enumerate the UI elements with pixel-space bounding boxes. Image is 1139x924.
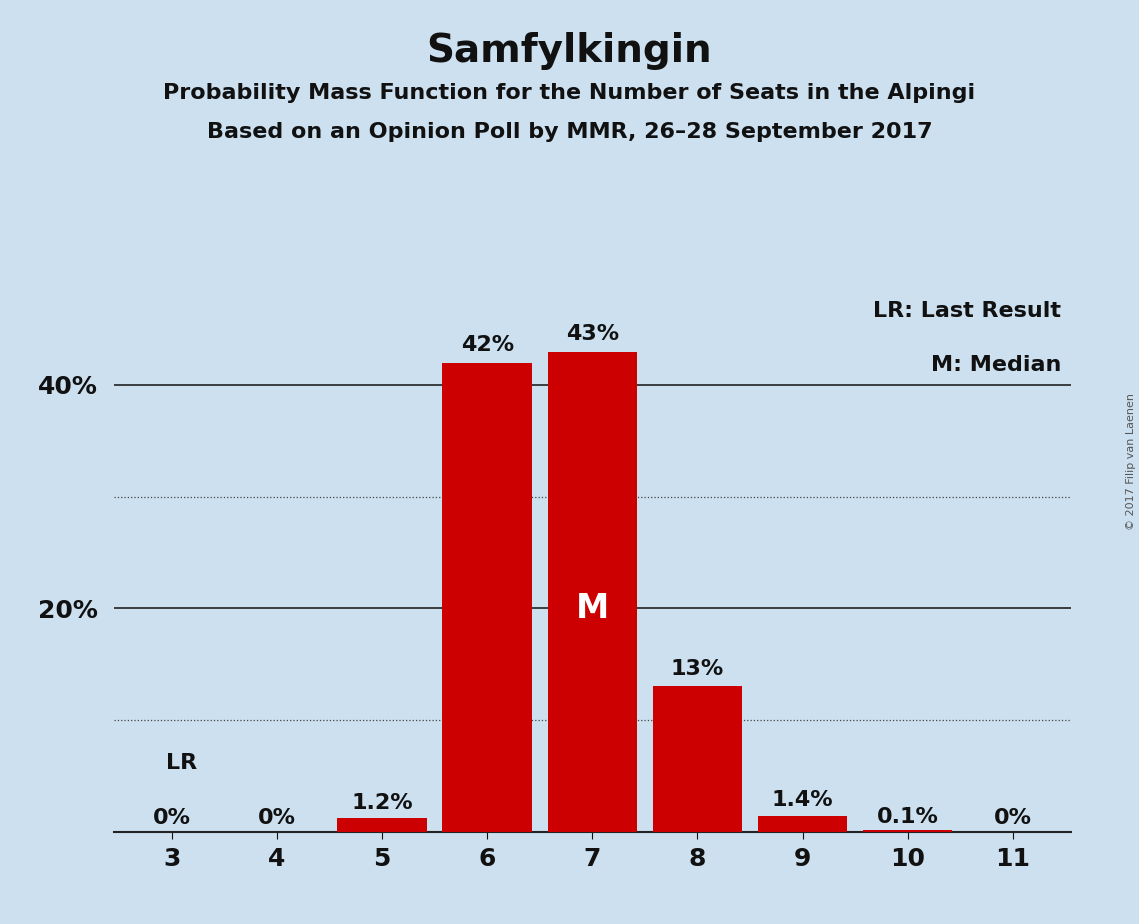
Bar (863, 831, 952, 832)
Text: M: Median: M: Median (931, 355, 1062, 374)
Bar (548, 351, 637, 832)
Text: 42%: 42% (460, 334, 514, 355)
Text: 13%: 13% (671, 659, 724, 678)
Text: 1.2%: 1.2% (351, 793, 412, 812)
Text: 0.1%: 0.1% (877, 808, 939, 827)
Bar (757, 816, 847, 832)
Text: LR: Last Result: LR: Last Result (874, 301, 1062, 321)
Text: 0%: 0% (153, 808, 190, 828)
Text: 0%: 0% (994, 808, 1032, 828)
Text: 0%: 0% (257, 808, 296, 828)
Text: © 2017 Filip van Laenen: © 2017 Filip van Laenen (1126, 394, 1136, 530)
Text: 43%: 43% (566, 323, 618, 344)
Bar (442, 363, 532, 832)
Text: LR: LR (166, 753, 197, 773)
Text: Samfylkingin: Samfylkingin (427, 32, 712, 70)
Text: 1.4%: 1.4% (772, 790, 834, 810)
Text: Based on an Opinion Poll by MMR, 26–28 September 2017: Based on an Opinion Poll by MMR, 26–28 S… (206, 122, 933, 142)
Text: Probability Mass Function for the Number of Seats in the Alpingi: Probability Mass Function for the Number… (163, 83, 976, 103)
Bar (653, 687, 743, 832)
Bar (337, 819, 427, 832)
Text: M: M (575, 591, 609, 625)
